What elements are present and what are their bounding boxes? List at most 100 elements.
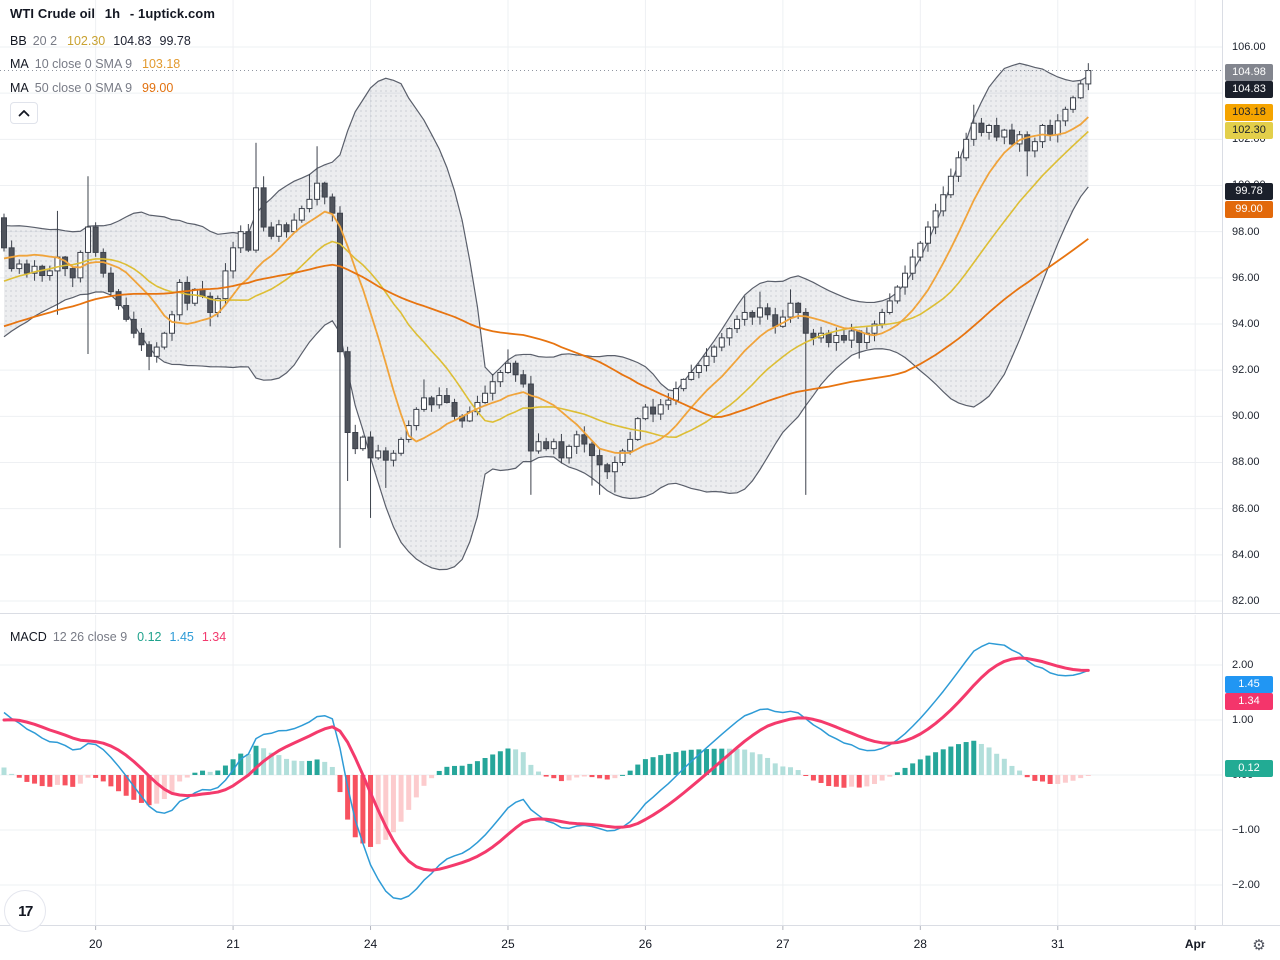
macd-name: MACD — [10, 630, 47, 644]
macd-histogram-bar — [207, 771, 213, 775]
candle-body — [795, 302, 802, 313]
time-axis-settings-gear-icon[interactable]: ⚙ — [1252, 936, 1266, 954]
ma10-params: 10 close 0 SMA 9 — [34, 57, 133, 71]
macd-histogram-bar — [215, 770, 221, 775]
macd-histogram-bar — [620, 774, 626, 776]
macd-histogram-bar — [856, 775, 862, 788]
candle-body — [245, 231, 252, 251]
day-label: 28 — [913, 937, 927, 951]
tradingview-logo[interactable]: 17 — [4, 890, 46, 932]
candle-body — [344, 351, 351, 433]
macd-histogram-bar — [1039, 775, 1045, 782]
price-tick-label: 88.00 — [1232, 456, 1260, 469]
candle-body — [527, 383, 534, 452]
ma10-value: 103.18 — [142, 57, 181, 71]
candle-body — [306, 198, 313, 210]
legend-ma10[interactable]: MA 10 close 0 SMA 9 103.18 — [10, 55, 188, 73]
time-axis[interactable]: 20 21 24 25 26 27 28 31 Apr — [0, 926, 1280, 960]
macd-histogram-bar — [742, 749, 748, 775]
candle-body — [848, 330, 855, 341]
macd-histogram-bar — [497, 751, 503, 775]
candle-body — [504, 362, 511, 373]
macd-histogram-bar — [933, 752, 939, 775]
legend-ma50[interactable]: MA 50 close 0 SMA 9 99.00 — [10, 79, 181, 97]
candle-body — [588, 443, 595, 457]
legend-macd[interactable]: MACD 12 26 close 9 0.12 1.45 1.34 — [10, 628, 234, 646]
day-label: 20 — [88, 937, 103, 951]
legend-bb[interactable]: BB 20 2 102.30 104.83 99.78 — [10, 32, 199, 50]
macd-histogram-bar — [1085, 775, 1091, 776]
price-tick-label: 92.00 — [1232, 364, 1260, 377]
collapse-indicators-button[interactable] — [10, 102, 38, 124]
macd-hist-value: 0.12 — [137, 630, 162, 644]
candle-body — [543, 441, 550, 450]
candle-body — [703, 355, 710, 367]
ma50-name: MA — [10, 81, 29, 95]
macd-histogram-bar — [154, 775, 160, 804]
macd-histogram-bar — [749, 752, 755, 775]
bb-lower-value: 99.78 — [159, 34, 191, 48]
candle-body — [314, 182, 321, 200]
macd-histogram-bar — [222, 765, 228, 775]
candle-body — [947, 175, 954, 196]
candle-body — [802, 311, 809, 334]
candle-body — [550, 441, 557, 450]
macd-histogram-bar — [177, 775, 183, 782]
macd-histogram-bar — [841, 775, 847, 788]
candle-body — [382, 450, 389, 461]
candle-body — [1001, 129, 1008, 138]
bb-upper-value: 104.83 — [113, 34, 152, 48]
ma50-params: 50 close 0 SMA 9 — [34, 81, 133, 95]
macd-histogram-bar — [940, 749, 946, 775]
macd-histogram-bar — [528, 764, 534, 775]
candle-body — [581, 434, 588, 445]
macd-histogram-bar — [673, 752, 679, 775]
macd-histogram-bar — [711, 748, 717, 775]
candle-body — [657, 404, 664, 415]
candle-body — [222, 270, 229, 300]
macd-histogram-bar — [444, 766, 450, 775]
day-label: 27 — [776, 937, 790, 951]
macd-signal-value: 1.34 — [201, 630, 227, 644]
candle-body — [955, 157, 962, 177]
macd-histogram-bar — [429, 775, 435, 779]
candle-body — [230, 247, 237, 272]
macd-histogram-bar — [192, 772, 198, 775]
candle-body — [520, 374, 527, 385]
macd-histogram-bar — [696, 749, 702, 775]
candle-body — [31, 265, 38, 274]
candle-body — [130, 318, 137, 334]
candle-body — [634, 418, 641, 440]
candle-body — [840, 335, 847, 341]
candle-body — [756, 307, 763, 318]
bollinger-lower-line — [3, 186, 1089, 571]
macd-histogram-bar — [268, 752, 274, 775]
candle-body — [398, 438, 405, 454]
candle-body — [207, 295, 214, 313]
macd-histogram-bar — [948, 746, 954, 775]
candle-body — [1077, 83, 1084, 99]
macd-params: 12 26 close 9 — [52, 630, 128, 644]
main-chart-pane — [0, 62, 1222, 571]
source-label: - 1uptick.com — [129, 6, 215, 21]
macd-histogram-bar — [589, 775, 595, 778]
price-axis[interactable]: 106.00104.00102.00100.0098.0096.0094.009… — [1222, 0, 1280, 925]
candle-body — [46, 270, 53, 277]
price-tick-label: 94.00 — [1232, 317, 1260, 330]
candle-body — [107, 272, 114, 293]
macd-histogram-bar — [70, 775, 76, 787]
candle-body — [352, 431, 359, 450]
candle-body — [1085, 70, 1092, 85]
bb-params: 20 2 — [32, 34, 58, 48]
candle-body — [596, 455, 603, 466]
bb-basis-value: 102.30 — [67, 34, 106, 48]
candle-body — [986, 124, 993, 133]
candle-body — [749, 311, 756, 318]
candle-body — [16, 263, 23, 270]
macd-histogram-bar — [93, 775, 99, 778]
macd-histogram-bar — [902, 767, 908, 775]
candle-body — [833, 335, 840, 343]
candle-body — [497, 371, 504, 383]
candle-body — [77, 251, 84, 279]
